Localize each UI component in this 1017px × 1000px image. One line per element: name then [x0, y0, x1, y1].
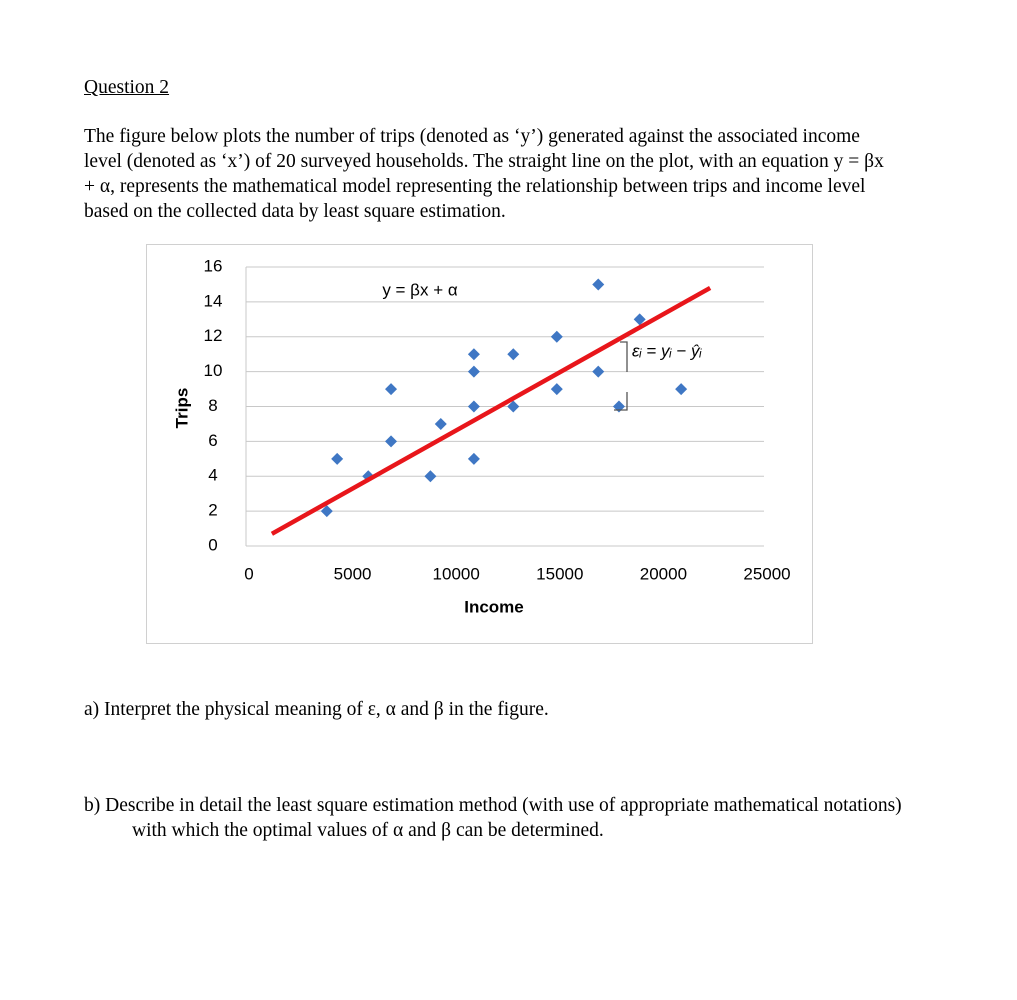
y-tick-label: 8 [208, 396, 217, 415]
data-point [331, 452, 344, 465]
data-point [507, 348, 520, 361]
data-point [467, 452, 480, 465]
intro-paragraph: The figure below plots the number of tri… [84, 126, 884, 222]
residual-equation: εᵢ = yᵢ − ŷᵢ [632, 341, 702, 360]
question-title: Question 2 [84, 77, 170, 98]
y-tick-label: 10 [204, 361, 223, 380]
data-point [633, 313, 646, 326]
data-point [550, 383, 563, 396]
data-point [467, 365, 480, 378]
y-tick-label: 12 [204, 326, 223, 345]
y-tick-label: 6 [208, 431, 217, 450]
data-point [385, 435, 398, 448]
data-point [320, 505, 333, 518]
data-point [550, 330, 563, 343]
data-point [467, 400, 480, 413]
question-b: b) Describe in detail the least square e… [84, 795, 902, 841]
x-tick-label: 5000 [334, 564, 372, 583]
data-point [675, 383, 688, 396]
data-point [467, 348, 480, 361]
y-tick-label: 16 [204, 256, 223, 275]
y-axis-label: Trips [172, 388, 191, 429]
x-tick-label: 10000 [433, 564, 480, 583]
question-a: a) Interpret the physical meaning of ε, … [84, 699, 549, 720]
x-tick-label: 25000 [743, 564, 790, 583]
y-tick-label: 0 [208, 535, 217, 554]
y-tick-label: 14 [204, 291, 223, 310]
line-equation: y = βx + α [382, 280, 458, 299]
x-axis-label: Income [464, 597, 524, 616]
x-tick-label: 0 [244, 564, 253, 583]
residual-bracket [614, 341, 628, 411]
data-point [507, 400, 520, 413]
fit-line [270, 285, 712, 536]
data-point [385, 383, 398, 396]
chart: 0 2 4 6 8 10 12 14 16 0 5000 10000 15000 20000 25000 In… [146, 244, 813, 644]
y-tick-label: 2 [208, 501, 217, 520]
data-point [434, 417, 447, 430]
data-point [592, 365, 605, 378]
x-tick-label: 20000 [640, 564, 687, 583]
x-tick-label: 15000 [536, 564, 583, 583]
data-point [424, 470, 437, 483]
data-point [592, 278, 605, 291]
y-tick-label: 4 [208, 466, 217, 485]
chart-frame [146, 244, 813, 644]
